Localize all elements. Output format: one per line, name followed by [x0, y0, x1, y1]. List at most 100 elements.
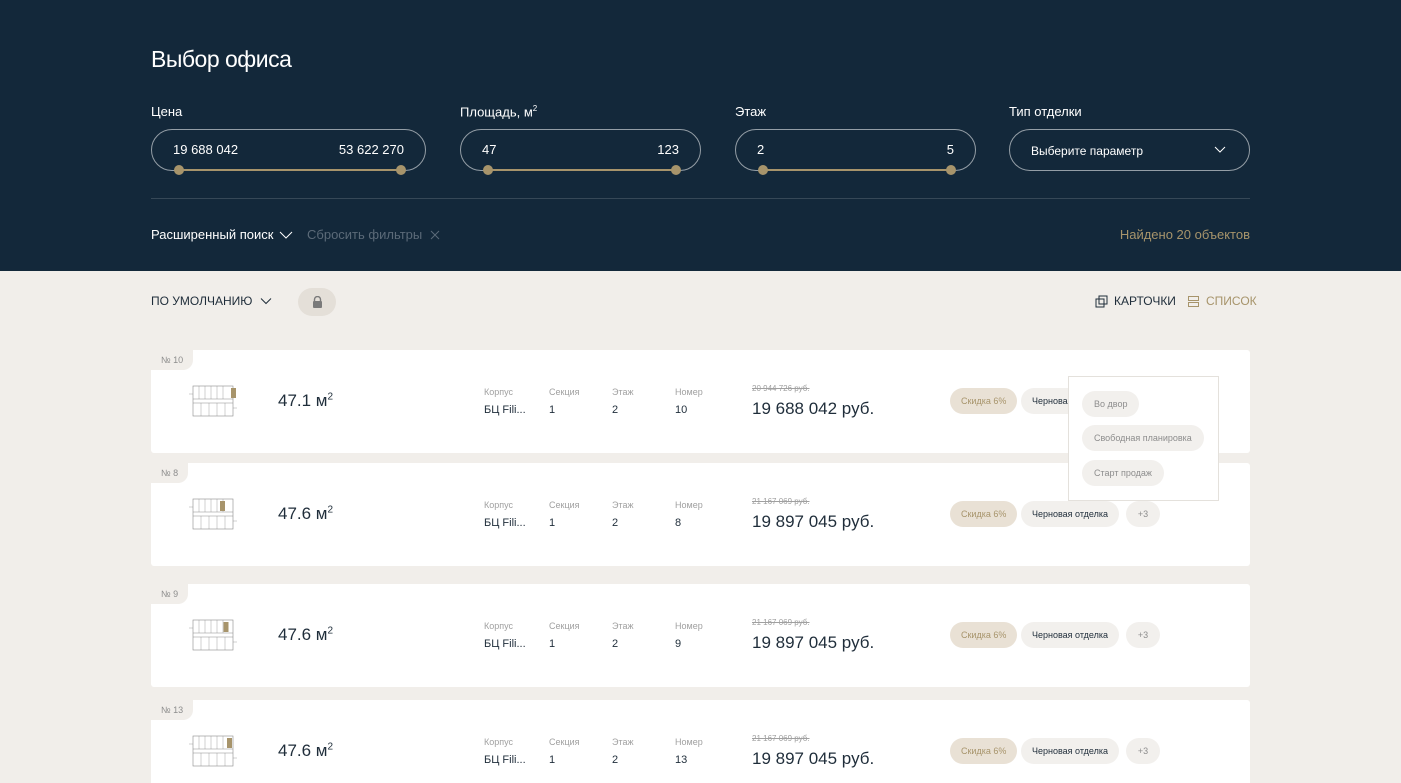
lock-toggle-button[interactable]	[298, 288, 336, 316]
floor-plan-thumbnail	[189, 498, 237, 530]
office-area: 47.1 м2	[278, 391, 334, 410]
number-cell: Номер 13	[675, 737, 703, 766]
area-max-value: 123	[657, 142, 679, 157]
building-cell: Корпус БЦ Fili...	[484, 621, 526, 650]
number-cell: Номер 9	[675, 621, 703, 650]
old-price: 21 167 069 руб.	[752, 734, 810, 743]
floor-plan-thumbnail	[189, 735, 237, 767]
advanced-search-toggle[interactable]: Расширенный поиск	[151, 227, 293, 242]
office-area: 47.6 м2	[278, 625, 334, 644]
office-area: 47.6 м2	[278, 741, 334, 760]
chevron-down-icon	[1214, 146, 1226, 153]
floor-cell: Этаж 2	[612, 737, 634, 766]
price-range-slider[interactable]: 19 688 042 53 622 270	[151, 129, 426, 175]
area-range-slider[interactable]: 47 123	[460, 129, 701, 175]
office-number-badge: № 9	[151, 584, 189, 604]
price: 19 897 045 руб.	[752, 633, 875, 652]
discount-badge: Скидка 6%	[950, 388, 1018, 414]
price-max-value: 53 622 270	[338, 142, 404, 157]
finish-badge: Черновая отделка	[1021, 622, 1120, 648]
table-row[interactable]: № 10 47.1 м2 Корпус БЦ Fili... Секция 1 Этаж 2 Н…	[151, 350, 1250, 453]
old-price: 20 944 726 руб.	[752, 384, 810, 393]
chevron-down-icon	[261, 298, 272, 305]
advanced-search-label: Расширенный поиск	[151, 227, 274, 242]
sort-label: ПО УМОЛЧАНИЮ	[151, 294, 253, 308]
section-cell: Секция 1	[549, 387, 580, 416]
floor-cell: Этаж 2	[612, 387, 634, 416]
number-cell: Номер 8	[675, 500, 703, 529]
chevron-down-icon	[280, 231, 293, 239]
finish-select[interactable]: Выберите параметр	[1009, 129, 1250, 171]
floor-plan-thumbnail	[189, 619, 237, 651]
floor-min-value: 2	[757, 142, 765, 157]
reset-filters-button[interactable]: Сбросить фильтры	[307, 227, 440, 242]
table-row[interactable]: № 9 47.6 м2 Корпус БЦ Fili... Секция 1 Этаж 2 Но…	[151, 584, 1250, 687]
close-icon	[430, 230, 440, 239]
discount-badge: Скидка 6%	[950, 738, 1018, 764]
floor-max-handle[interactable]	[946, 165, 956, 175]
cards-icon	[1095, 295, 1108, 307]
floor-cell: Этаж 2	[612, 621, 634, 650]
price-min-handle[interactable]	[174, 165, 184, 175]
popup-tag: Старт продаж	[1082, 460, 1164, 486]
view-list-label: СПИСОК	[1206, 294, 1257, 308]
section-cell: Секция 1	[549, 621, 580, 650]
price-track	[174, 165, 406, 175]
building-cell: Корпус БЦ Fili...	[484, 500, 526, 529]
finish-filter-label: Тип отделки	[1009, 104, 1082, 119]
office-number-badge: № 13	[151, 700, 194, 720]
area-min-handle[interactable]	[483, 165, 493, 175]
view-cards-label: КАРТОЧКИ	[1114, 294, 1176, 308]
floor-track	[758, 165, 956, 175]
floor-range-slider[interactable]: 2 5	[735, 129, 976, 175]
list-icon	[1188, 295, 1199, 307]
finish-select-placeholder: Выберите параметр	[1031, 144, 1144, 158]
finish-badge: Черновая отделка	[1021, 501, 1120, 527]
table-row[interactable]: № 13 47.6 м2 Корпус БЦ Fili... Секция 1 Этаж 2 Н…	[151, 700, 1250, 783]
results-count: Найдено 20 объектов	[1119, 227, 1250, 242]
area-min-value: 47	[482, 142, 497, 157]
office-area: 47.6 м2	[278, 504, 334, 523]
price: 19 688 042 руб.	[752, 399, 875, 418]
area-max-handle[interactable]	[671, 165, 681, 175]
price-max-handle[interactable]	[396, 165, 406, 175]
extra-tags-popup: Во двор Свободная планировка Старт прода…	[1068, 376, 1219, 501]
section-cell: Секция 1	[549, 737, 580, 766]
lock-icon	[312, 296, 322, 308]
popup-tag: Во двор	[1082, 391, 1140, 417]
area-track	[483, 165, 681, 175]
old-price: 21 167 069 руб.	[752, 618, 810, 627]
price-filter-label: Цена	[151, 104, 183, 119]
more-tags-button[interactable]: +3	[1126, 738, 1160, 764]
view-list-button[interactable]: СПИСОК	[1187, 294, 1257, 308]
more-tags-button[interactable]: +3	[1126, 622, 1160, 648]
view-cards-button[interactable]: КАРТОЧКИ	[1095, 294, 1176, 308]
finish-badge: Черновая отделка	[1021, 738, 1120, 764]
discount-badge: Скидка 6%	[950, 622, 1018, 648]
section-cell: Секция 1	[549, 500, 580, 529]
page-title: Выбор офиса	[151, 46, 292, 72]
building-cell: Корпус БЦ Fili...	[484, 737, 526, 766]
sort-dropdown[interactable]: ПО УМОЛЧАНИЮ	[151, 294, 272, 308]
discount-badge: Скидка 6%	[950, 501, 1018, 527]
area-filter-label: Площадь, м2	[460, 104, 538, 120]
price: 19 897 045 руб.	[752, 749, 875, 768]
price: 19 897 045 руб.	[752, 512, 875, 531]
reset-filters-label: Сбросить фильтры	[307, 227, 423, 242]
floor-min-handle[interactable]	[758, 165, 768, 175]
filter-header: Выбор офиса Цена 19 688 042 53 622 270 П…	[0, 0, 1401, 271]
table-row[interactable]: № 8 47.6 м2 Корпус БЦ Fili... Секция 1 Этаж 2 Но…	[151, 463, 1250, 566]
building-cell: Корпус БЦ Fili...	[484, 387, 526, 416]
office-number-badge: № 8	[151, 463, 189, 483]
number-cell: Номер 10	[675, 387, 703, 416]
old-price: 21 167 069 руб.	[752, 497, 810, 506]
popup-tag: Свободная планировка	[1082, 425, 1204, 451]
more-tags-button[interactable]: +3	[1126, 501, 1160, 527]
floor-cell: Этаж 2	[612, 500, 634, 529]
floor-filter-label: Этаж	[735, 104, 767, 119]
header-divider	[151, 198, 1250, 199]
floor-max-value: 5	[946, 142, 954, 157]
floor-plan-thumbnail	[189, 385, 237, 417]
price-min-value: 19 688 042	[173, 142, 239, 157]
office-number-badge: № 10	[151, 350, 194, 370]
